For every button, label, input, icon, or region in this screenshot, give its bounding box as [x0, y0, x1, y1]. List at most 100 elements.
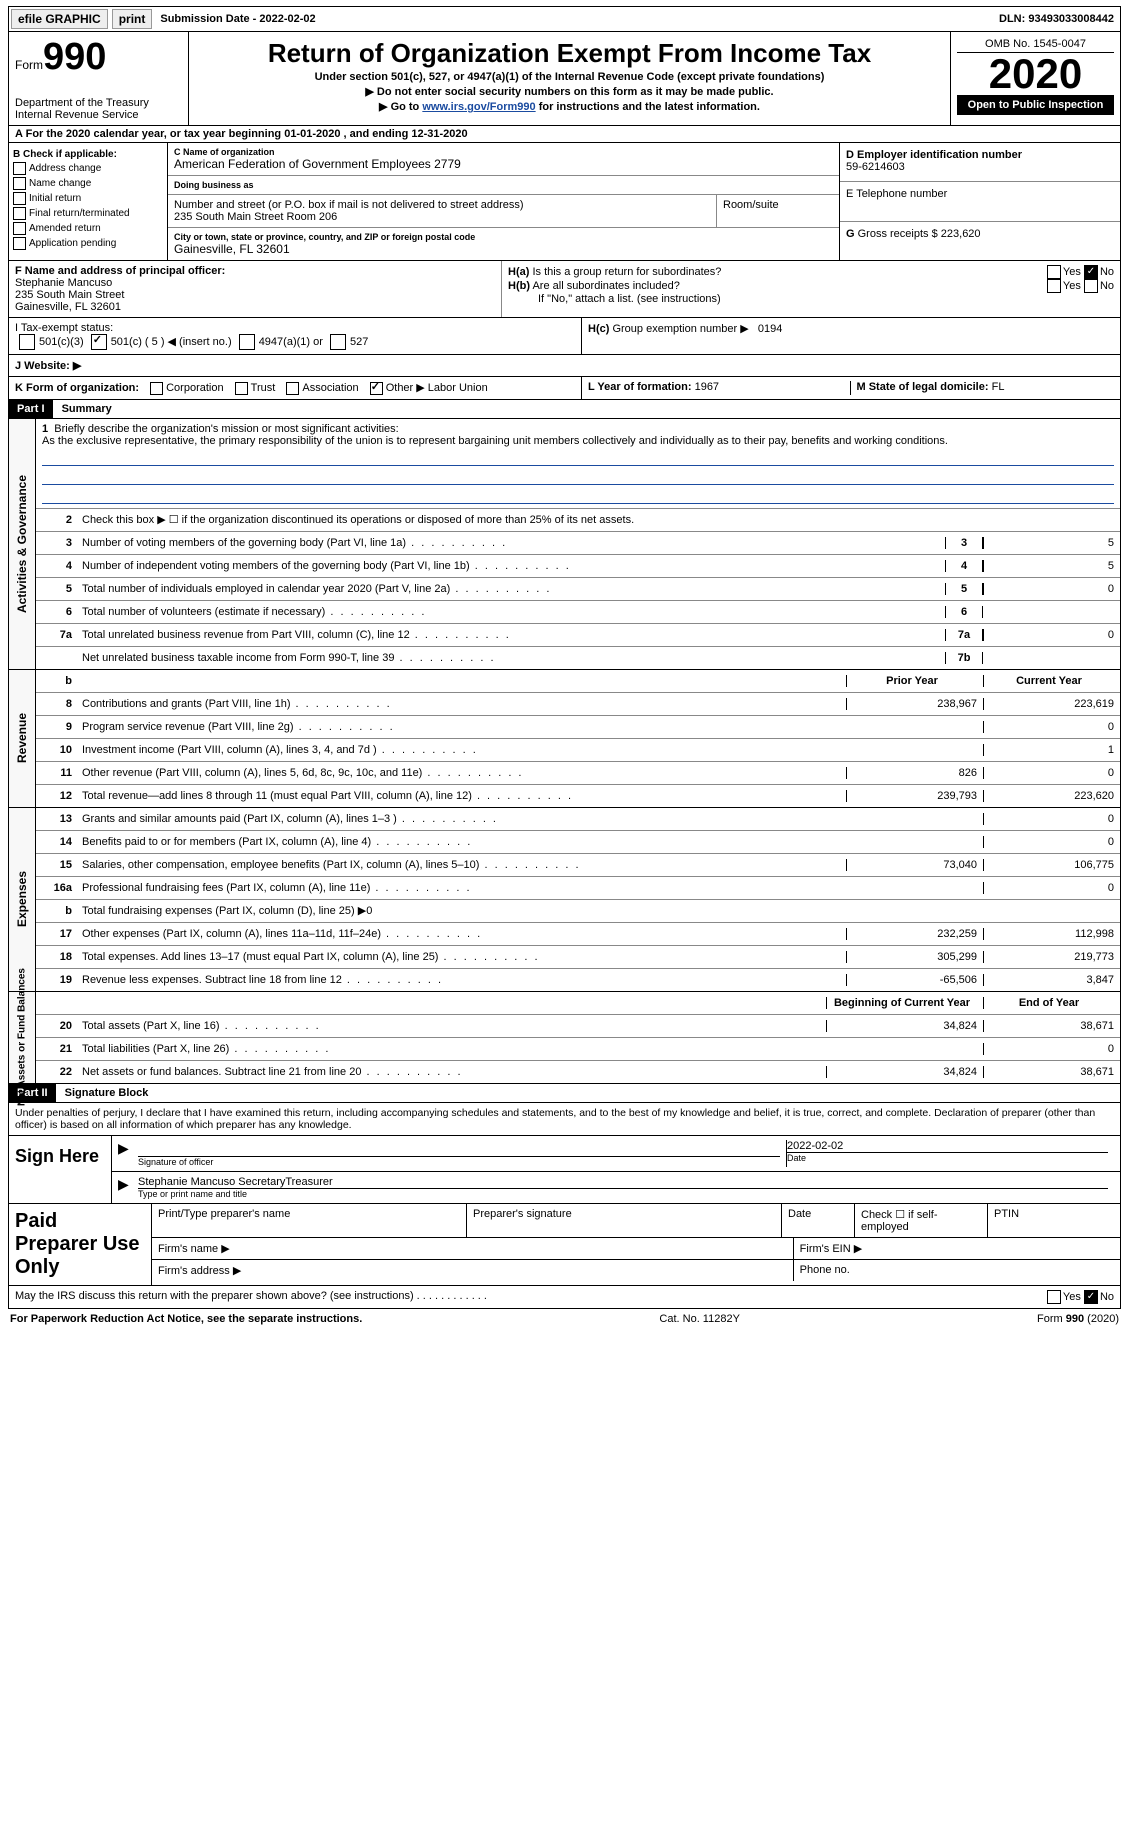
ein-label: D Employer identification number — [846, 149, 1114, 161]
beginning-year-header: Beginning of Current Year — [826, 997, 983, 1009]
footer-form-pre: Form — [1037, 1313, 1066, 1325]
yes-label: Yes — [1063, 280, 1081, 292]
irs-link[interactable]: www.irs.gov/Form990 — [422, 101, 535, 113]
sign-date: 2022-02-02 — [787, 1140, 1108, 1153]
part-i-title: Summary — [56, 403, 112, 415]
org-city: Gainesville, FL 32601 — [174, 242, 833, 256]
website-label: J Website: ▶ — [15, 360, 81, 372]
may-discuss-text: May the IRS discuss this return with the… — [15, 1290, 487, 1304]
print-name-label: Type or print name and title — [138, 1189, 1108, 1199]
net-assets-section: Net Assets or Fund Balances Beginning of… — [8, 992, 1121, 1084]
paid-preparer-block: Paid Preparer Use Only Print/Type prepar… — [8, 1204, 1121, 1286]
checkbox-option[interactable]: Amended return — [13, 222, 163, 235]
end-year-header: End of Year — [983, 997, 1120, 1009]
ha-text: Is this a group return for subordinates? — [532, 266, 721, 278]
summary-line: 11Other revenue (Part VIII, column (A), … — [36, 762, 1120, 785]
summary-line: bTotal fundraising expenses (Part IX, co… — [36, 900, 1120, 923]
summary-line: 19Revenue less expenses. Subtract line 1… — [36, 969, 1120, 991]
print-button[interactable]: print — [112, 9, 153, 29]
other-value: Labor Union — [428, 382, 488, 394]
officer-print-name: Stephanie Mancuso SecretaryTreasurer — [138, 1176, 1108, 1189]
org-address: 235 South Main Street Room 206 — [174, 211, 710, 223]
summary-line: 6Total number of volunteers (estimate if… — [36, 601, 1120, 624]
prior-year-header: Prior Year — [846, 675, 983, 687]
city-label: City or town, state or province, country… — [174, 232, 833, 242]
efile-button[interactable]: efile GRAPHIC — [11, 9, 108, 29]
rev-side-label: Revenue — [15, 713, 29, 763]
gross-receipts-label: Gross receipts $ — [858, 228, 938, 240]
addr-label: Number and street (or P.O. box if mail i… — [174, 199, 710, 211]
room-label: Room/suite — [723, 199, 833, 211]
ptin-label: PTIN — [988, 1204, 1120, 1237]
summary-line: Net unrelated business taxable income fr… — [36, 647, 1120, 669]
summary-line: 13Grants and similar amounts paid (Part … — [36, 808, 1120, 831]
part-ii-title: Signature Block — [59, 1087, 149, 1099]
ein-value: 59-6214603 — [846, 161, 1114, 173]
527-label: 527 — [350, 336, 368, 348]
footer-form-num: 990 — [1066, 1313, 1084, 1325]
form-note-1: ▶ Do not enter social security numbers o… — [195, 85, 944, 98]
form-number: 990 — [43, 36, 106, 78]
checkbox-option[interactable]: Name change — [13, 177, 163, 190]
sig-officer-label: Signature of officer — [138, 1157, 780, 1167]
group-exemption: 0194 — [758, 323, 782, 335]
4947-label: 4947(a)(1) or — [259, 336, 323, 348]
sign-here-label: Sign Here — [9, 1136, 112, 1203]
firm-name-label: Firm's name ▶ — [152, 1238, 794, 1259]
self-employed-label: Check ☐ if self-employed — [855, 1204, 988, 1237]
box-g-label: G — [846, 228, 855, 240]
mission-label: Briefly describe the organization's miss… — [54, 423, 398, 435]
preparer-name-label: Print/Type preparer's name — [152, 1204, 467, 1237]
summary-line: 12Total revenue—add lines 8 through 11 (… — [36, 785, 1120, 807]
hc-label: Group exemption number ▶ — [612, 323, 748, 335]
gross-receipts: 223,620 — [941, 228, 981, 240]
firm-addr-label: Firm's address ▶ — [152, 1260, 794, 1281]
summary-line: 5Total number of individuals employed in… — [36, 578, 1120, 601]
summary-line: 15Salaries, other compensation, employee… — [36, 854, 1120, 877]
summary-line: 7aTotal unrelated business revenue from … — [36, 624, 1120, 647]
paid-preparer-label: Paid Preparer Use Only — [9, 1204, 152, 1285]
website-row: J Website: ▶ — [8, 355, 1121, 377]
box-b-header: B Check if applicable: — [13, 149, 163, 160]
summary-line: 18Total expenses. Add lines 13–17 (must … — [36, 946, 1120, 969]
trust-label: Trust — [251, 382, 276, 394]
exp-side-label: Expenses — [15, 871, 29, 927]
current-year-header: Current Year — [983, 675, 1120, 687]
preparer-sig-label: Preparer's signature — [467, 1204, 782, 1237]
net-side-label: Net Assets or Fund Balances — [17, 968, 28, 1106]
other-label: Other ▶ — [386, 382, 425, 394]
year-formation: 1967 — [695, 381, 719, 393]
may-no: No — [1100, 1291, 1114, 1303]
checkbox-option[interactable]: Final return/terminated — [13, 207, 163, 220]
mission-text: As the exclusive representative, the pri… — [42, 435, 948, 447]
no-label: No — [1100, 280, 1114, 292]
summary-line: 8Contributions and grants (Part VIII, li… — [36, 693, 1120, 716]
may-yes: Yes — [1063, 1291, 1081, 1303]
gov-side-label: Activities & Governance — [15, 475, 29, 613]
tax-year: 2020 — [957, 53, 1114, 95]
checkbox-option[interactable]: Address change — [13, 162, 163, 175]
dln: DLN: 93493033008442 — [999, 13, 1120, 25]
form-header: Form990 Department of the Treasury Inter… — [8, 32, 1121, 126]
501c3-label: 501(c)(3) — [39, 336, 84, 348]
checkbox-option[interactable]: Application pending — [13, 237, 163, 250]
submission-date: Submission Date - 2022-02-02 — [154, 11, 321, 27]
form-subtitle: Under section 501(c), 527, or 4947(a)(1)… — [195, 71, 944, 83]
name-label: C Name of organization — [174, 147, 833, 157]
domicile: FL — [992, 381, 1005, 393]
yes-label: Yes — [1063, 266, 1081, 278]
no-label: No — [1100, 266, 1114, 278]
501c-label: 501(c) ( 5 ) ◀ (insert no.) — [111, 336, 232, 348]
hb-text: Are all subordinates included? — [532, 280, 679, 292]
org-name: American Federation of Government Employ… — [174, 157, 833, 171]
summary-line: 9Program service revenue (Part VIII, lin… — [36, 716, 1120, 739]
summary-line: 20Total assets (Part X, line 16)34,82438… — [36, 1015, 1120, 1038]
summary-line: 3Number of voting members of the governi… — [36, 532, 1120, 555]
summary-line: 4Number of independent voting members of… — [36, 555, 1120, 578]
penalties-statement: Under penalties of perjury, I declare th… — [8, 1103, 1121, 1136]
date-label: Date — [787, 1153, 1108, 1163]
checkbox-option[interactable]: Initial return — [13, 192, 163, 205]
firm-ein-label: Firm's EIN ▶ — [794, 1238, 1120, 1259]
officer-addr1: 235 South Main Street — [15, 289, 495, 301]
form-title: Return of Organization Exempt From Incom… — [195, 38, 944, 69]
